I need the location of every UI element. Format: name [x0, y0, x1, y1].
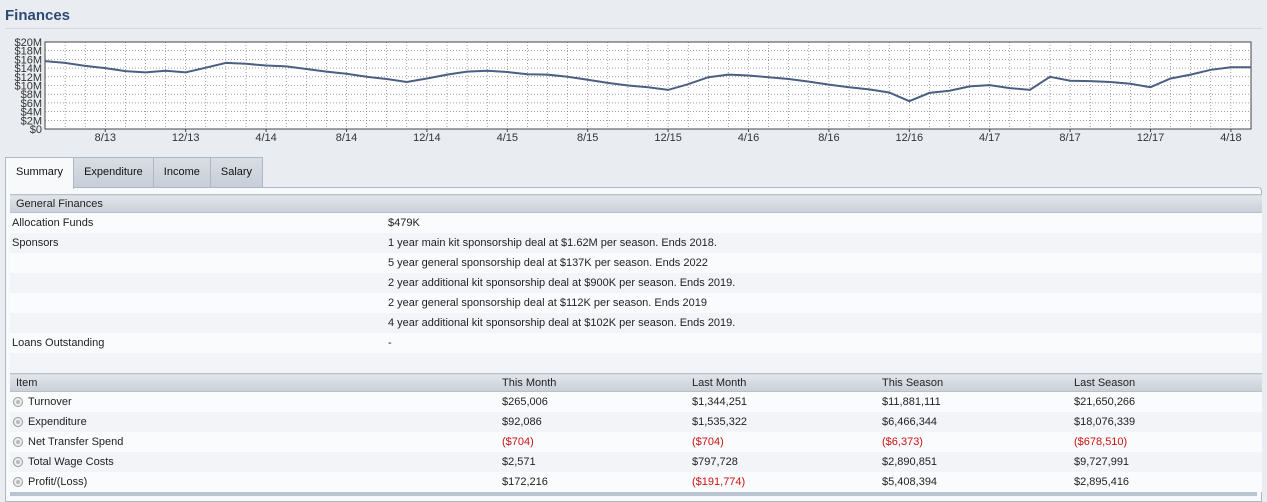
x-tick-label: 12/15	[654, 132, 682, 144]
y-tick-label: $2M	[21, 115, 42, 127]
x-tick-label: 4/16	[738, 132, 759, 144]
table-row: Expenditure $92,086 $1,535,322 $6,466,34…	[10, 412, 1262, 432]
x-tick-label: 4/18	[1220, 132, 1241, 144]
cell-value: $2,571	[500, 452, 690, 472]
x-tick-label: 8/15	[577, 132, 598, 144]
finance-history-chart: $20M$18M$16M$14M$12M$10M$8M$6M$4M$2M$0 8/…	[14, 37, 1252, 144]
allocation-funds-value: $479K	[386, 212, 1262, 233]
cell-value: $21,650,266	[1072, 391, 1262, 412]
y-tick-label: $8M	[21, 89, 42, 101]
table-row: Loans Outstanding -	[10, 333, 1262, 353]
tab-salary[interactable]: Salary	[209, 157, 264, 187]
cell-value: $11,881,111	[880, 391, 1072, 412]
expand-row-icon[interactable]	[13, 417, 23, 427]
expand-row-icon[interactable]	[13, 397, 23, 407]
x-tick-label: 4/17	[979, 132, 1000, 144]
table-row: Turnover $265,006 $1,344,251 $11,881,111…	[10, 391, 1262, 412]
cell-value: $265,006	[500, 391, 690, 412]
sponsor-deal: 2 year general sponsorship deal at $112K…	[386, 293, 1262, 313]
table-row: Profit/(Loss) $172,216 ($191,774) $5,408…	[10, 472, 1262, 492]
row-label: Profit/(Loss)	[28, 476, 88, 488]
expand-row-icon[interactable]	[13, 437, 23, 447]
table-row: Net Transfer Spend ($704) ($704) ($6,373…	[10, 432, 1262, 452]
tab-income[interactable]: Income	[152, 157, 211, 187]
general-finances-table: General Finances Allocation Funds $479K …	[10, 194, 1262, 373]
x-tick-label: 12/16	[896, 132, 924, 144]
sponsor-deal: 1 year main kit sponsorship deal at $1.6…	[386, 233, 1262, 253]
expand-row-icon[interactable]	[13, 477, 23, 487]
x-tick-label: 8/14	[336, 132, 357, 144]
tab-summary[interactable]: Summary	[5, 157, 75, 189]
col-last-month[interactable]: Last Month	[690, 373, 880, 392]
x-tick-label: 12/17	[1137, 132, 1165, 144]
y-tick-label: $0	[30, 124, 42, 136]
x-tick-label: 8/13	[95, 132, 116, 144]
table-row: Sponsors 1 year main kit sponsorship dea…	[10, 233, 1262, 253]
sponsor-deal: 4 year additional kit sponsorship deal a…	[386, 313, 1262, 333]
table-row: 2 year additional kit sponsorship deal a…	[10, 273, 1262, 293]
row-label: Net Transfer Spend	[28, 436, 124, 448]
loans-label: Loans Outstanding	[10, 333, 386, 353]
row-label: Expenditure	[28, 416, 87, 428]
cell-value: $2,895,416	[1072, 472, 1262, 492]
cell-value: $1,344,251	[690, 391, 880, 412]
y-tick-label: $12M	[14, 72, 42, 84]
y-tick-label: $20M	[14, 37, 42, 49]
row-label: Turnover	[28, 396, 72, 408]
finance-tabs: Summary Expenditure Income Salary	[5, 157, 264, 189]
row-label: Total Wage Costs	[28, 456, 114, 468]
cell-value: $2,890,851	[880, 452, 1072, 472]
cell-value: ($678,510)	[1072, 432, 1262, 452]
col-this-season[interactable]: This Season	[880, 373, 1072, 392]
y-tick-label: $4M	[21, 107, 42, 119]
tab-expenditure[interactable]: Expenditure	[73, 157, 154, 187]
col-item[interactable]: Item	[10, 373, 500, 392]
y-tick-label: $6M	[21, 98, 42, 110]
table-row: Allocation Funds $479K	[10, 212, 1262, 233]
x-tick-label: 8/17	[1059, 132, 1080, 144]
x-tick-label: 12/13	[172, 132, 200, 144]
finance-series-line	[44, 60, 1251, 103]
col-this-month[interactable]: This Month	[500, 373, 690, 392]
table-footer-bar	[10, 492, 1257, 496]
table-row	[10, 353, 1262, 373]
cell-value: ($704)	[500, 432, 690, 452]
table-row: 2 year general sponsorship deal at $112K…	[10, 293, 1262, 313]
summary-panel: General Finances Allocation Funds $479K …	[5, 187, 1262, 502]
x-tick-label: 4/14	[255, 132, 276, 144]
cell-value: $9,727,991	[1072, 452, 1262, 472]
table-row: 4 year additional kit sponsorship deal a…	[10, 313, 1262, 333]
y-tick-label: $10M	[14, 81, 42, 93]
x-tick-label: 8/16	[818, 132, 839, 144]
cell-value: $797,728	[690, 452, 880, 472]
x-tick-label: 4/15	[497, 132, 518, 144]
cell-value: ($6,373)	[880, 432, 1072, 452]
y-tick-label: $14M	[14, 63, 42, 75]
sponsors-label: Sponsors	[10, 233, 386, 253]
sponsor-deal: 2 year additional kit sponsorship deal a…	[386, 273, 1262, 293]
x-tick-label: 12/14	[413, 132, 441, 144]
table-row: Total Wage Costs $2,571 $797,728 $2,890,…	[10, 452, 1262, 472]
cell-value: $172,216	[500, 472, 690, 492]
cell-value: $92,086	[500, 412, 690, 432]
cell-value: ($704)	[690, 432, 880, 452]
title-divider	[5, 28, 1262, 29]
page-title: Finances	[5, 7, 71, 24]
allocation-funds-label: Allocation Funds	[10, 212, 386, 233]
table-row: 5 year general sponsorship deal at $137K…	[10, 253, 1262, 273]
general-finances-header: General Finances	[10, 194, 1262, 213]
cell-value: $18,076,339	[1072, 412, 1262, 432]
sponsor-deal: 5 year general sponsorship deal at $137K…	[386, 253, 1262, 273]
y-tick-label: $16M	[14, 54, 42, 66]
cell-value: $1,535,322	[690, 412, 880, 432]
expand-row-icon[interactable]	[13, 457, 23, 467]
finance-summary-table: Item This Month Last Month This Season L…	[10, 373, 1262, 492]
loans-value: -	[386, 333, 1262, 353]
cell-value: $5,408,394	[880, 472, 1072, 492]
cell-value: ($191,774)	[690, 472, 880, 492]
y-tick-label: $18M	[14, 46, 42, 58]
cell-value: $6,466,344	[880, 412, 1072, 432]
col-last-season[interactable]: Last Season	[1072, 373, 1262, 392]
